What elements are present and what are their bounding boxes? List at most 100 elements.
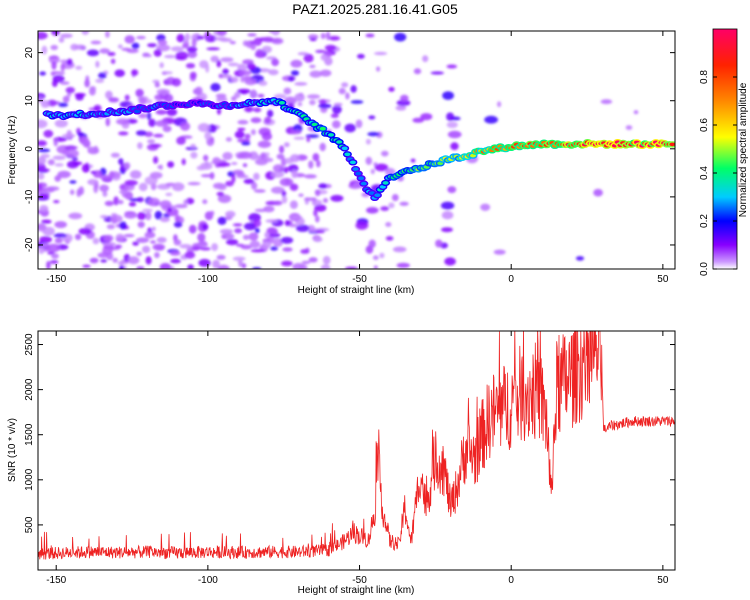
spectrogram-cell bbox=[271, 186, 285, 194]
spectrogram-cell bbox=[105, 31, 110, 38]
spectrogram-cell bbox=[240, 76, 245, 83]
spectrogram-cell bbox=[65, 86, 76, 94]
chart-title: PAZ1.2025.281.16.41.G05 bbox=[292, 1, 458, 17]
spectrogram-cell bbox=[367, 132, 380, 137]
spectrogram-cell bbox=[118, 190, 129, 194]
spectrogram-cell bbox=[105, 117, 111, 127]
spectrogram-cell bbox=[123, 162, 131, 169]
spectrogram-cell bbox=[38, 183, 42, 192]
spectrogram-cell bbox=[290, 154, 300, 163]
spectrogram-cell bbox=[250, 40, 257, 45]
x-tick-label: -50 bbox=[352, 274, 367, 285]
spectrogram-cell bbox=[127, 256, 140, 265]
spectrogram-cell bbox=[117, 199, 124, 205]
spectrogram-cell bbox=[129, 170, 142, 179]
spectrogram-cell bbox=[395, 105, 407, 111]
spectrogram-cell bbox=[66, 58, 73, 66]
spectrogram-cell bbox=[227, 62, 239, 67]
spectrogram-cell bbox=[253, 219, 262, 228]
spectrogram-cell bbox=[268, 69, 279, 76]
spectrogram-cell bbox=[110, 152, 120, 158]
spectrogram-cell bbox=[138, 97, 147, 106]
spectrogram-cell bbox=[202, 199, 208, 205]
spectrogram-cell bbox=[79, 136, 90, 145]
spectrogram-cell bbox=[258, 80, 268, 86]
colorbar-label: Normalized spectral amplitude bbox=[738, 82, 749, 217]
spectrogram-cell bbox=[366, 207, 379, 214]
spectrogram-cell bbox=[244, 78, 257, 86]
spectrogram-cell bbox=[266, 109, 274, 118]
spectrogram-cell bbox=[197, 123, 210, 132]
spectrogram-cell bbox=[113, 196, 119, 206]
spectrogram-cell bbox=[304, 174, 317, 179]
spectrogram-cell bbox=[217, 31, 227, 37]
spectrogram-cell bbox=[39, 205, 49, 213]
colorbar-scale bbox=[712, 28, 738, 270]
ridge-core bbox=[379, 185, 386, 189]
spectrogram-cell bbox=[114, 69, 125, 77]
spectrogram-cell bbox=[52, 155, 66, 161]
spectrogram-cell bbox=[175, 51, 189, 61]
spectrogram-cell bbox=[345, 266, 358, 269]
spectrogram-cell bbox=[394, 32, 407, 42]
spectrogram-cell bbox=[64, 145, 78, 150]
colorbar-tick-label: 0.0 bbox=[699, 262, 710, 276]
y-tick-label: 2500 bbox=[24, 333, 35, 356]
spectrogram-cell bbox=[291, 170, 298, 179]
spectrogram-cell bbox=[271, 37, 284, 45]
spectrogram-cell bbox=[242, 234, 250, 240]
spectrogram-cell bbox=[301, 260, 311, 265]
spectrogram-cell bbox=[332, 105, 342, 114]
spectrogram-cell bbox=[99, 174, 113, 180]
spectrogram-cell bbox=[391, 194, 399, 202]
spectrogram-cell bbox=[243, 222, 257, 231]
snr-x-ticks: -150 -100 -50 0 50 bbox=[46, 331, 669, 586]
spectrogram-cell bbox=[51, 31, 60, 36]
spectrogram-cell bbox=[106, 224, 115, 230]
spectrogram-cell bbox=[355, 221, 369, 230]
spectrogram-cell bbox=[100, 259, 108, 263]
spectrogram-cell bbox=[240, 244, 252, 250]
spectrogram-cell bbox=[214, 36, 228, 41]
spectrogram-cell bbox=[150, 143, 162, 148]
spectrogram-cell bbox=[376, 66, 381, 72]
spectrogram-cell bbox=[117, 44, 123, 49]
spectrogram-cell bbox=[225, 137, 232, 142]
spectrogram-cell bbox=[246, 63, 256, 70]
spectrogram-cell bbox=[62, 133, 76, 138]
spectrogram-cell bbox=[166, 108, 178, 116]
spectrogram-cell bbox=[315, 189, 321, 197]
spectrogram-cell bbox=[159, 263, 172, 269]
spectrogram-cell bbox=[87, 179, 99, 186]
spectrogram-cell bbox=[399, 201, 409, 206]
spectrogram-cell bbox=[315, 229, 325, 234]
spectrogram-cell bbox=[430, 71, 444, 75]
spectrogram-cell bbox=[162, 71, 173, 75]
spectrogram-cell bbox=[441, 227, 453, 233]
spectrogram-frame bbox=[37, 30, 676, 270]
spectrogram-cell bbox=[194, 86, 203, 96]
spectrogram-cell bbox=[254, 51, 267, 58]
spectrogram-cell bbox=[239, 70, 252, 76]
ridge-core bbox=[349, 160, 356, 165]
spectrogram-cell bbox=[90, 40, 102, 45]
spectrogram-cell bbox=[420, 113, 433, 121]
spectrogram-cell bbox=[234, 92, 241, 99]
spectrogram-cell bbox=[226, 239, 239, 246]
x-tick-label: -50 bbox=[352, 575, 367, 586]
spectrogram-cell bbox=[110, 58, 116, 64]
spectrogram-cell bbox=[338, 87, 346, 95]
y-tick-label: 20 bbox=[24, 47, 35, 59]
y-tick-label: -20 bbox=[24, 237, 35, 252]
spectrogram-cell bbox=[493, 249, 506, 255]
spectrogram-cell bbox=[86, 49, 100, 57]
spectrogram-cell bbox=[289, 183, 299, 191]
colorbar: 0.0 0.2 0.4 0.6 0.8 Normalized spectral ampl… bbox=[699, 28, 749, 276]
spectrogram-cell bbox=[450, 142, 459, 151]
spectrogram-cell bbox=[253, 189, 266, 193]
spectrogram-cell bbox=[319, 142, 326, 152]
spectrogram-cell bbox=[268, 31, 274, 34]
y-tick-label: 500 bbox=[24, 516, 35, 533]
spectrogram-cell bbox=[303, 53, 314, 63]
spectrogram-cell bbox=[309, 64, 316, 69]
